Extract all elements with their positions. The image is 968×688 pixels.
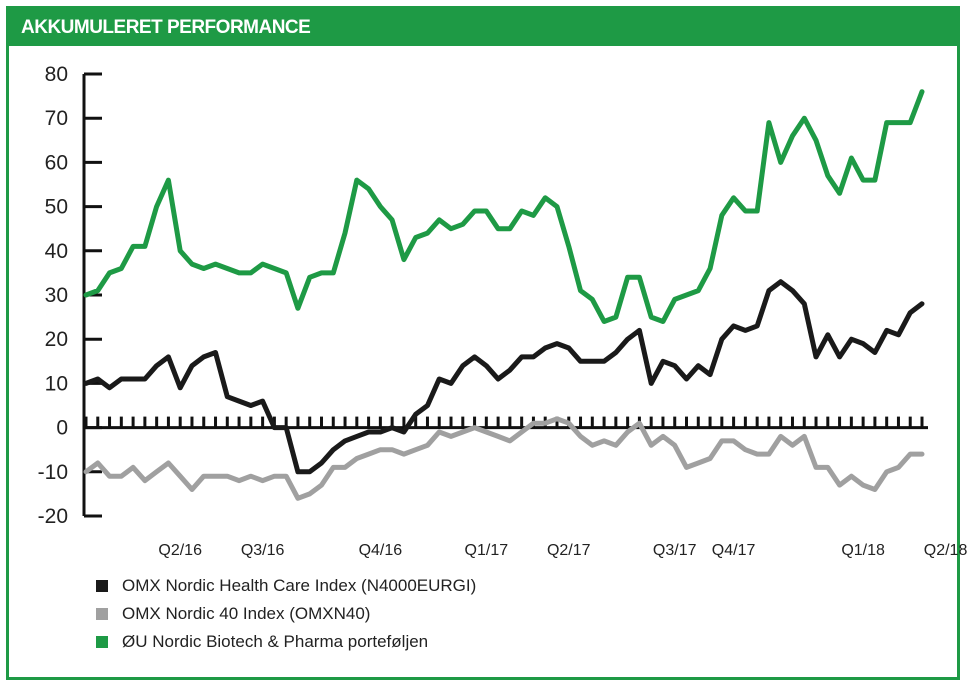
legend-item-portfolio: ØU Nordic Biotech & Pharma porteføljen bbox=[96, 628, 476, 656]
chart-title: AKKUMULERET PERFORMANCE bbox=[21, 17, 311, 38]
x-quarter-label: Q4/16 bbox=[359, 542, 403, 559]
series-line-health-care-index bbox=[83, 279, 925, 475]
x-quarter-label: Q3/17 bbox=[653, 542, 697, 559]
legend-swatch-health bbox=[96, 580, 108, 592]
x-quarter-label: Q3/16 bbox=[241, 542, 285, 559]
x-quarter-label: Q2/18 bbox=[924, 542, 968, 559]
y-tick-label: 10 bbox=[45, 372, 68, 395]
y-tick-label: 40 bbox=[45, 240, 68, 263]
chart-title-bar: AKKUMULERET PERFORMANCE bbox=[9, 9, 957, 46]
y-tick-label: 70 bbox=[45, 107, 68, 130]
legend: OMX Nordic Health Care Index (N4000EURGI… bbox=[96, 572, 476, 656]
y-tick-label: -20 bbox=[38, 505, 68, 528]
x-quarter-label: Q1/18 bbox=[841, 542, 885, 559]
legend-swatch-omx40 bbox=[96, 608, 108, 620]
x-quarter-label: Q1/17 bbox=[465, 542, 509, 559]
y-tick-label: 30 bbox=[45, 284, 68, 307]
series-line-biotech-pharma-portfolio bbox=[83, 89, 925, 324]
series-line-omx-nordic-40 bbox=[83, 416, 925, 501]
y-tick-label: 50 bbox=[45, 196, 68, 219]
y-tick-label: 80 bbox=[45, 63, 68, 86]
x-axis bbox=[84, 416, 928, 430]
x-quarter-labels: Q2/16 Q3/16 Q4/16 Q1/17 Q2/17 Q3/17 Q4/17 Q1/18… bbox=[158, 542, 968, 559]
legend-label-portfolio: ØU Nordic Biotech & Pharma porteføljen bbox=[122, 632, 429, 651]
y-tick-label: 60 bbox=[45, 151, 68, 174]
legend-swatch-portfolio bbox=[96, 636, 108, 648]
legend-label-omx40: OMX Nordic 40 Index (OMXN40) bbox=[122, 604, 371, 623]
y-tick-label: 20 bbox=[45, 328, 68, 351]
x-quarter-label: Q4/17 bbox=[712, 542, 756, 559]
series-layer bbox=[83, 89, 925, 501]
x-quarter-label: Q2/16 bbox=[158, 542, 202, 559]
y-axis: 80 70 60 50 40 30 20 10 0 -10 -20 bbox=[38, 63, 102, 528]
y-tick-label: -10 bbox=[38, 461, 68, 484]
legend-item-health: OMX Nordic Health Care Index (N4000EURGI… bbox=[96, 572, 476, 600]
y-tick-label: 0 bbox=[56, 417, 68, 440]
legend-label-health: OMX Nordic Health Care Index (N4000EURGI… bbox=[122, 576, 477, 595]
x-quarter-label: Q2/17 bbox=[547, 542, 591, 559]
chart-frame: AKKUMULERET PERFORMANCE bbox=[6, 6, 960, 680]
legend-item-omx40: OMX Nordic 40 Index (OMXN40) bbox=[96, 600, 476, 628]
